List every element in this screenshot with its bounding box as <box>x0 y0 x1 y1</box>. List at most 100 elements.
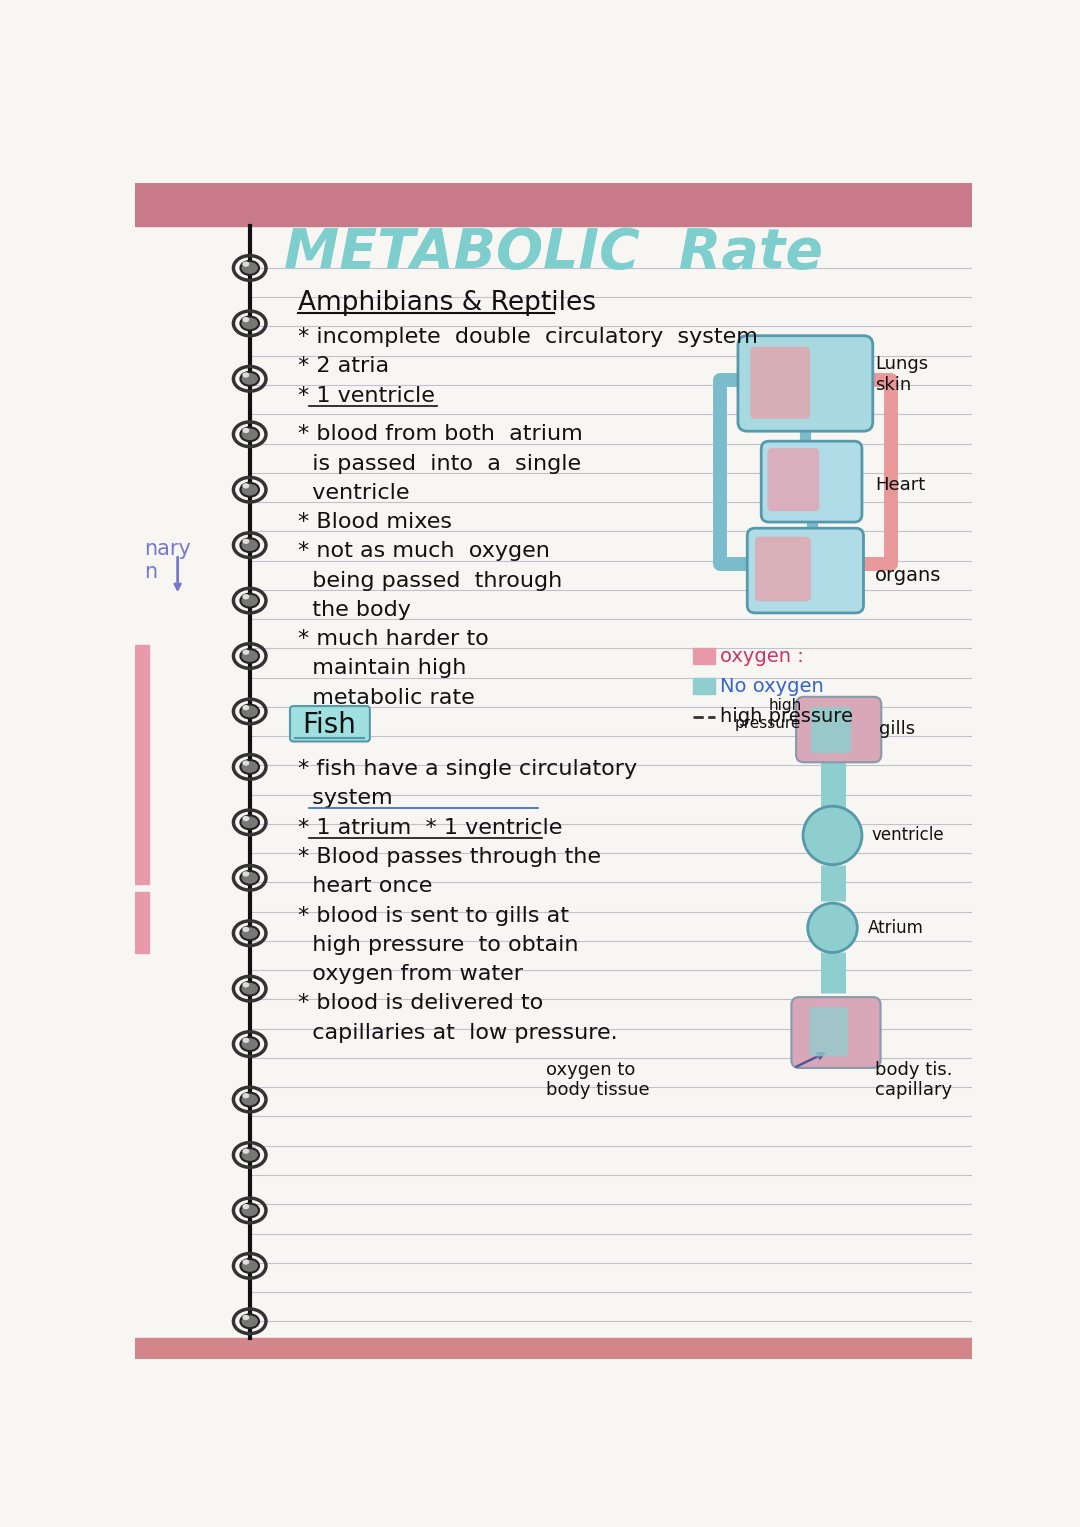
Text: maintain high: maintain high <box>298 658 467 678</box>
Ellipse shape <box>241 1203 259 1217</box>
Text: high pressure  to obtain: high pressure to obtain <box>298 935 578 954</box>
Text: high
pressure: high pressure <box>735 698 801 731</box>
Ellipse shape <box>242 705 249 710</box>
Ellipse shape <box>242 539 249 544</box>
Bar <box>693 649 715 664</box>
Ellipse shape <box>242 373 249 377</box>
Ellipse shape <box>242 261 249 267</box>
Bar <box>135 646 149 884</box>
Ellipse shape <box>241 649 259 663</box>
Bar <box>135 183 972 226</box>
Text: body tissue: body tissue <box>545 1081 649 1098</box>
Text: * Blood mixes: * Blood mixes <box>298 512 451 531</box>
Text: nary
n: nary n <box>145 539 191 582</box>
Text: * fish have a single circulatory: * fish have a single circulatory <box>298 759 637 779</box>
Text: oxygen :: oxygen : <box>720 647 804 666</box>
Ellipse shape <box>242 1037 249 1043</box>
Text: capillaries at  low pressure.: capillaries at low pressure. <box>298 1023 618 1043</box>
Text: * 2 atria: * 2 atria <box>298 356 389 377</box>
FancyBboxPatch shape <box>738 336 873 431</box>
Text: * Blood passes through the: * Blood passes through the <box>298 847 600 867</box>
Text: body tis.: body tis. <box>875 1061 953 1080</box>
Text: * blood from both  atrium: * blood from both atrium <box>298 425 582 444</box>
Ellipse shape <box>242 649 249 655</box>
Text: * 1 ventricle: * 1 ventricle <box>298 386 434 406</box>
Ellipse shape <box>242 1315 249 1321</box>
FancyBboxPatch shape <box>809 1008 848 1057</box>
Text: No oxygen: No oxygen <box>720 676 824 696</box>
Text: capillary: capillary <box>875 1081 953 1098</box>
FancyBboxPatch shape <box>755 536 811 602</box>
Bar <box>693 678 715 693</box>
Ellipse shape <box>241 1093 259 1107</box>
Ellipse shape <box>241 594 259 608</box>
Ellipse shape <box>242 927 249 931</box>
Ellipse shape <box>241 927 259 941</box>
Text: * not as much  oxygen: * not as much oxygen <box>298 541 550 562</box>
Ellipse shape <box>241 870 259 884</box>
Ellipse shape <box>242 1260 249 1264</box>
Text: ventricle: ventricle <box>872 826 944 844</box>
Text: * 1 atrium  * 1 ventricle: * 1 atrium * 1 ventricle <box>298 818 562 838</box>
Text: Lungs
skin: Lungs skin <box>875 354 928 394</box>
Text: * blood is sent to gills at: * blood is sent to gills at <box>298 906 569 925</box>
Text: Heart: Heart <box>875 476 926 495</box>
Ellipse shape <box>241 538 259 553</box>
Text: Atrium: Atrium <box>867 919 923 938</box>
Ellipse shape <box>241 1037 259 1051</box>
Ellipse shape <box>241 373 259 386</box>
Text: Fish: Fish <box>302 710 356 739</box>
Ellipse shape <box>242 815 249 822</box>
Ellipse shape <box>241 704 259 718</box>
Ellipse shape <box>241 483 259 496</box>
Ellipse shape <box>242 872 249 876</box>
Ellipse shape <box>241 982 259 996</box>
Text: is passed  into  a  single: is passed into a single <box>298 454 581 473</box>
Ellipse shape <box>242 760 249 765</box>
Ellipse shape <box>242 1203 249 1209</box>
Text: * incomplete  double  circulatory  system: * incomplete double circulatory system <box>298 327 758 347</box>
Ellipse shape <box>241 1315 259 1328</box>
Text: organs: organs <box>875 567 942 585</box>
Text: metabolic rate: metabolic rate <box>298 687 474 707</box>
Text: gills: gills <box>879 721 915 738</box>
Bar <box>135 892 149 953</box>
Bar <box>135 1338 972 1359</box>
Text: oxygen from water: oxygen from water <box>298 964 523 983</box>
Text: high pressure: high pressure <box>720 707 853 727</box>
FancyBboxPatch shape <box>811 707 851 753</box>
Ellipse shape <box>242 1093 249 1098</box>
Ellipse shape <box>242 316 249 322</box>
Ellipse shape <box>242 1148 249 1154</box>
Ellipse shape <box>241 1258 259 1274</box>
Ellipse shape <box>242 428 249 434</box>
Ellipse shape <box>241 428 259 441</box>
Ellipse shape <box>241 760 259 774</box>
Circle shape <box>804 806 862 864</box>
Text: system: system <box>298 788 392 808</box>
Ellipse shape <box>241 316 259 330</box>
FancyBboxPatch shape <box>751 347 810 418</box>
Text: ventricle: ventricle <box>298 483 409 502</box>
Text: oxygen to: oxygen to <box>545 1061 635 1080</box>
Text: METABOLIC  Rate: METABOLIC Rate <box>284 226 823 279</box>
FancyBboxPatch shape <box>768 447 820 512</box>
Ellipse shape <box>241 815 259 829</box>
FancyBboxPatch shape <box>796 696 881 762</box>
Ellipse shape <box>242 483 249 489</box>
Circle shape <box>808 902 858 953</box>
Text: * blood is delivered to: * blood is delivered to <box>298 993 543 1014</box>
Text: * much harder to: * much harder to <box>298 629 488 649</box>
Ellipse shape <box>242 594 249 600</box>
Text: the body: the body <box>298 600 410 620</box>
FancyBboxPatch shape <box>747 528 864 612</box>
FancyBboxPatch shape <box>792 997 880 1067</box>
Ellipse shape <box>241 261 259 275</box>
FancyBboxPatch shape <box>291 705 369 742</box>
Ellipse shape <box>242 982 249 988</box>
Text: heart once: heart once <box>298 876 432 896</box>
Text: Amphibians & Reptiles: Amphibians & Reptiles <box>298 290 596 316</box>
Ellipse shape <box>241 1148 259 1162</box>
Text: being passed  through: being passed through <box>298 571 562 591</box>
FancyBboxPatch shape <box>761 441 862 522</box>
